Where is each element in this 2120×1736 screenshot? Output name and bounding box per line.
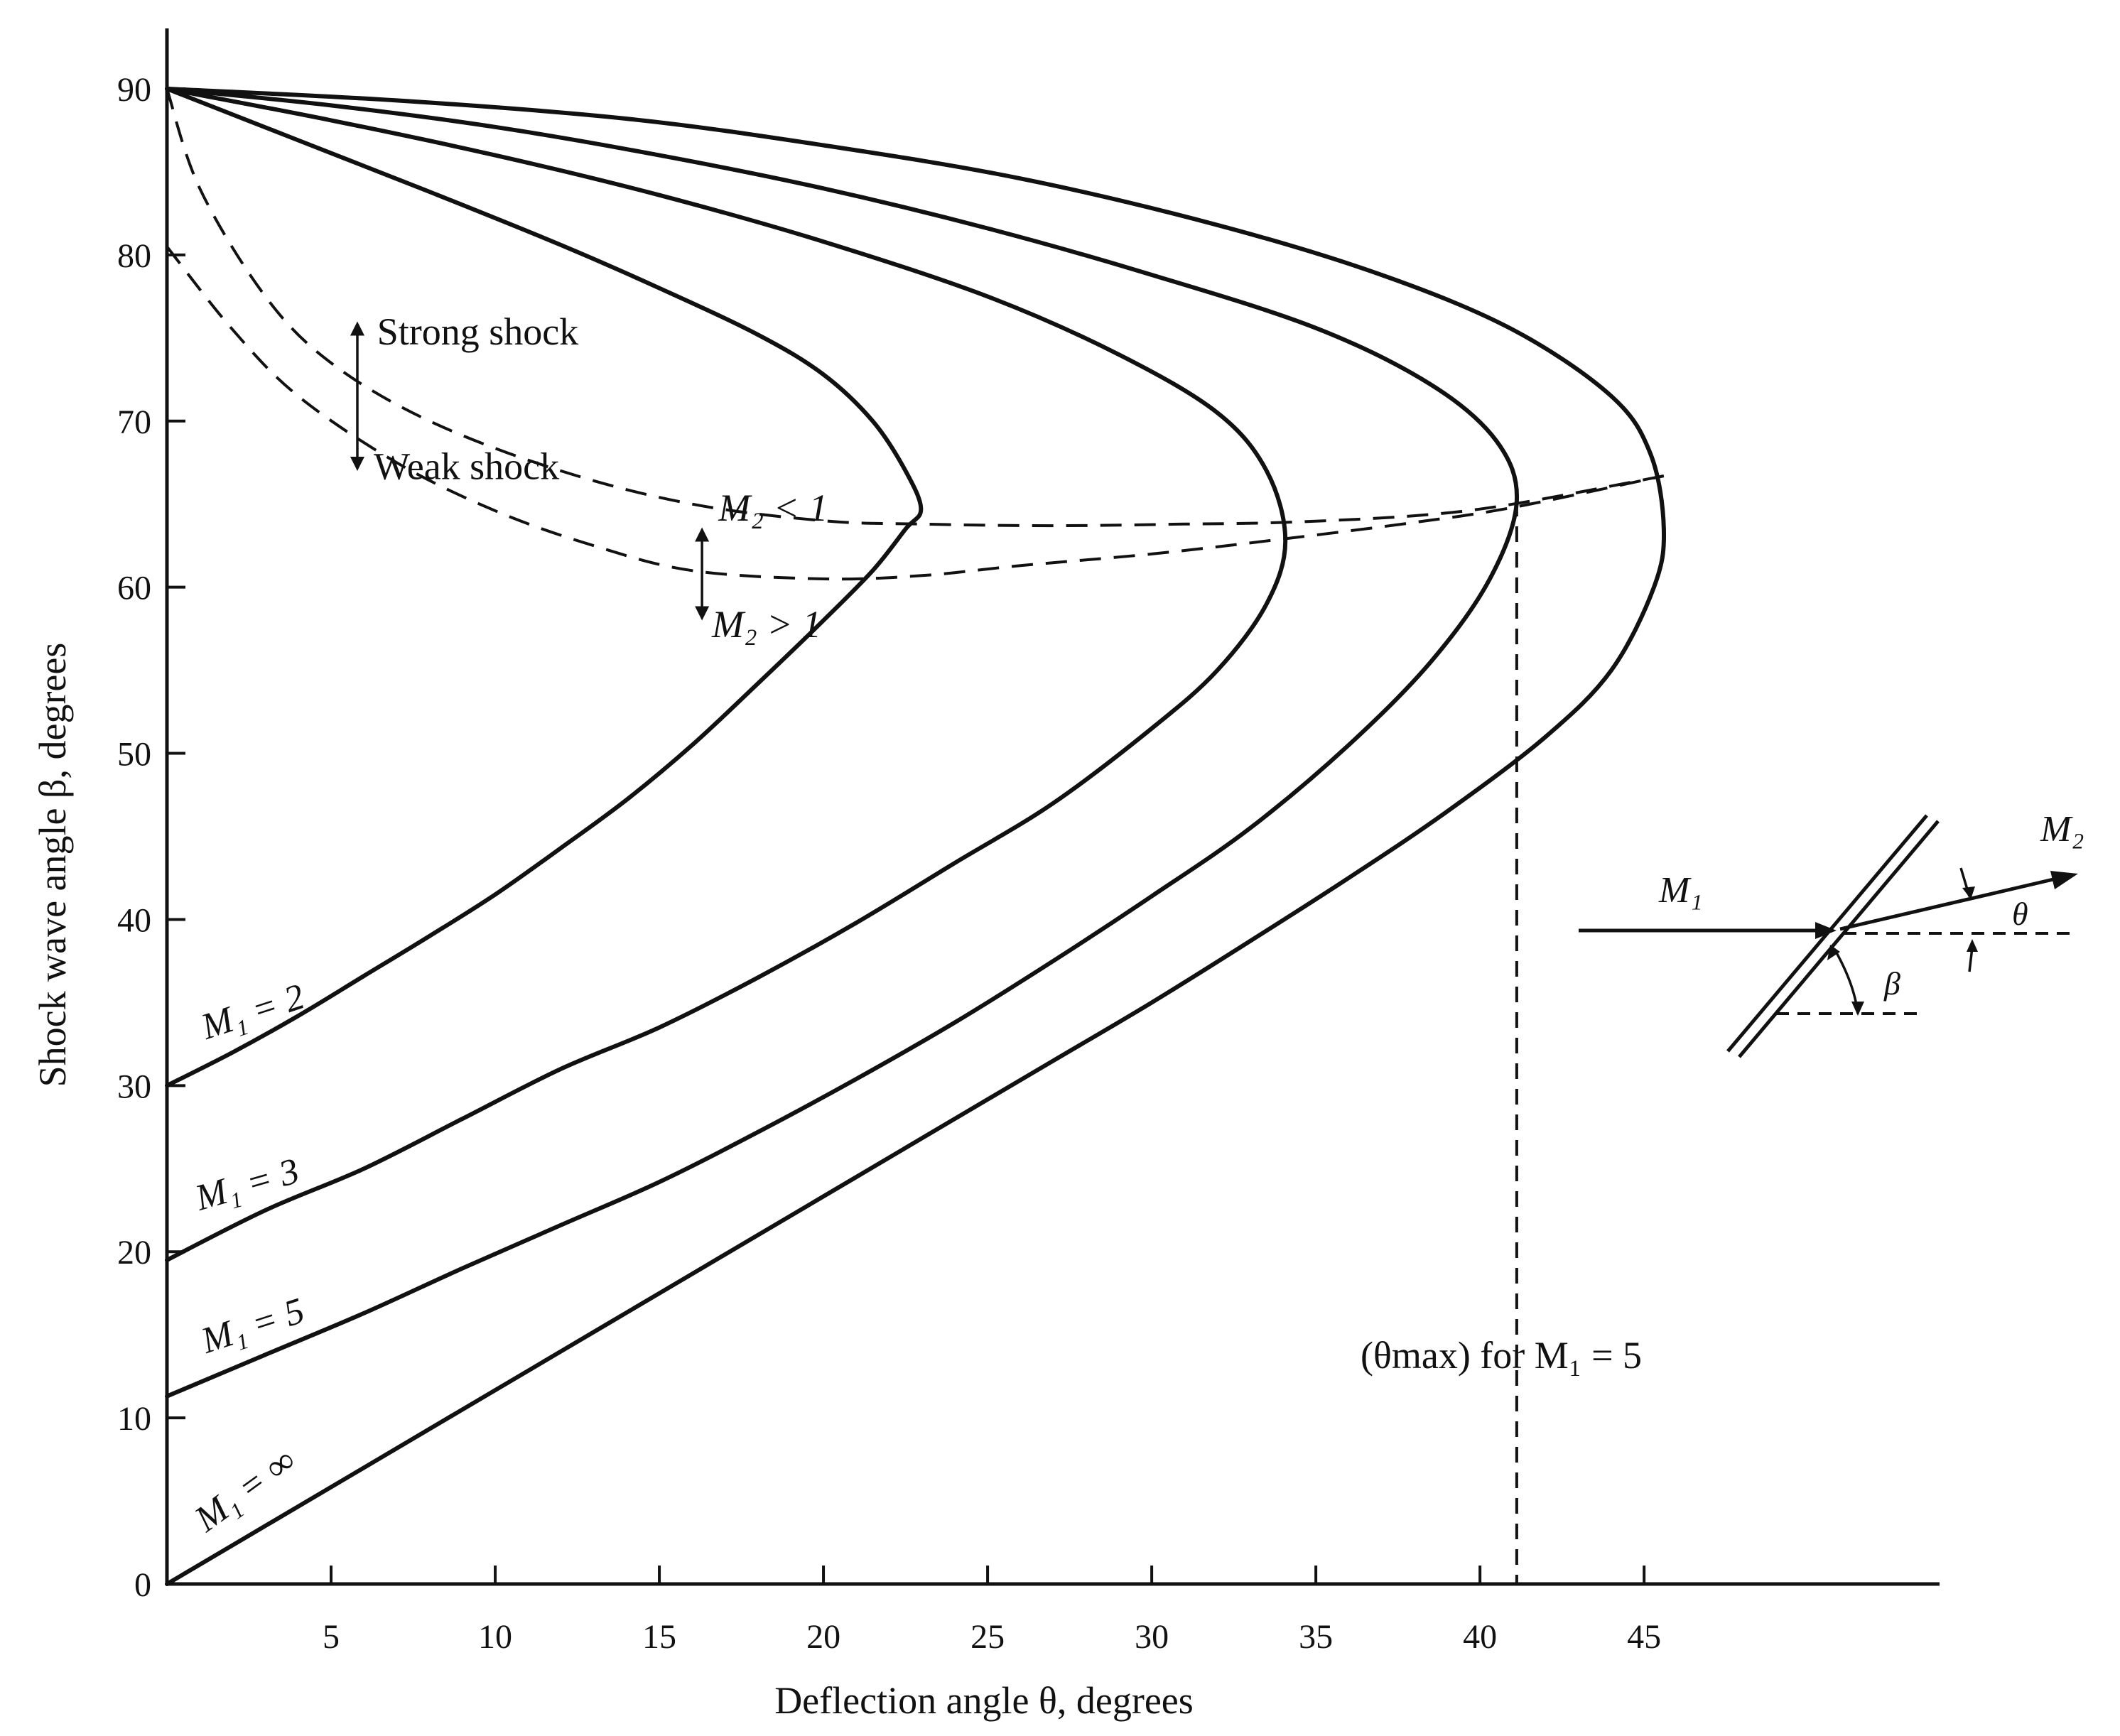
- x-tick-label: 30: [1135, 1618, 1169, 1656]
- series-label: M₁ = ∞: [187, 1441, 303, 1540]
- x-axis-label: Deflection angle θ, degrees: [774, 1679, 1194, 1722]
- inset-theta-label: θ: [2012, 896, 2028, 932]
- m2-greater-label: M₂ > 1: [711, 603, 821, 646]
- mach2-arrow: [695, 527, 710, 621]
- inset-m2-label: M₂: [2040, 809, 2084, 850]
- outgoing-flow-arrowhead: [2050, 871, 2078, 889]
- y-axis-label: Shock wave angle β, degrees: [31, 643, 74, 1087]
- series-curve-m1-2: [165, 87, 1520, 1399]
- inset-beta-label: β: [1883, 965, 1900, 1002]
- dashed-boundaries: [166, 88, 1665, 1584]
- axes: [165, 28, 1940, 1586]
- strong-weak-arrow: [350, 321, 364, 471]
- x-tick-label: 45: [1627, 1618, 1661, 1656]
- beta-arc-tail: [1851, 1002, 1864, 1016]
- x-tick-label: 5: [323, 1618, 340, 1656]
- y-tick-label: 60: [117, 570, 151, 607]
- tick-labels: 5 10 15 20 25 30 35 40 45 0 10 20 30 40 50 60 70 80 90 Defl…: [31, 71, 1661, 1722]
- y-tick-label: 20: [117, 1234, 151, 1271]
- y-tick-label: 80: [117, 237, 151, 275]
- inset-m1-label: M₁: [1658, 870, 1702, 911]
- x-tick-label: 35: [1299, 1618, 1333, 1656]
- series-curve-m1-3: [165, 87, 1667, 1586]
- x-tick-label: 20: [806, 1618, 840, 1656]
- series-label: M₁ = 3: [190, 1151, 303, 1219]
- arrow-head-down: [695, 606, 710, 621]
- x-tick-label: 40: [1463, 1618, 1497, 1656]
- x-tick-label: 15: [642, 1618, 676, 1656]
- incoming-flow-arrowhead: [1815, 922, 1837, 939]
- x-tick-label: 10: [478, 1618, 512, 1656]
- y-tick-label: 70: [117, 403, 151, 441]
- y-tick-label: 0: [134, 1566, 151, 1604]
- beta-arc-head: [1827, 945, 1840, 960]
- series-label: M₁ = 5: [196, 1291, 310, 1362]
- annotations: Strong shock Weak shock M₂ < 1 M₂ > 1 (θmax)…: [350, 310, 1642, 1377]
- y-tick-label: 40: [117, 901, 151, 939]
- theta-tick-upper-head: [1962, 886, 1975, 899]
- y-tick-label: 50: [117, 736, 151, 774]
- arrow-head-up: [350, 321, 364, 336]
- theta-max-label: (θmax) for M₁ = 5: [1361, 1334, 1642, 1377]
- y-tick-label: 90: [117, 71, 151, 109]
- series-label: M₁ = 2: [196, 977, 310, 1048]
- shock-line-b: [1738, 820, 1940, 1058]
- weak-shock-label: Weak shock: [374, 445, 559, 488]
- x-tick-label: 25: [970, 1618, 1005, 1656]
- y-tick-label: 30: [117, 1068, 151, 1105]
- m2-less-label: M₂ < 1: [718, 487, 828, 529]
- series-curve-m1-0: [165, 87, 924, 1088]
- arrow-head-up: [695, 527, 710, 542]
- outgoing-flow-line: [1839, 877, 2054, 931]
- theta-tick-lower-head: [1967, 939, 1978, 952]
- strong-shock-label: Strong shock: [377, 310, 579, 353]
- y-tick-label: 10: [117, 1400, 151, 1438]
- shock-inset-diagram: M₁ M₂ θ β: [1579, 809, 2084, 1058]
- series-curve-m1-1: [165, 87, 1288, 1262]
- arrow-head-down: [350, 456, 364, 471]
- boundary-curve-1: [166, 88, 1665, 528]
- boundary-curve-0: [166, 245, 1665, 581]
